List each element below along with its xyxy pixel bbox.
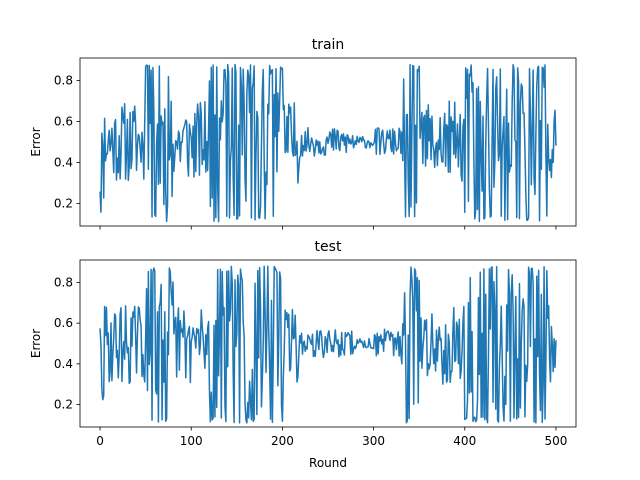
y-axis-label: Error: [29, 329, 43, 358]
axes-frame: [79, 259, 577, 428]
y-tick-label: 0.8: [54, 275, 73, 289]
y-tick-label: 0.6: [54, 316, 73, 330]
train-subplot: train 0.2 0.4 0.6 0.8 Error: [29, 37, 577, 230]
subplot-title: test: [315, 239, 342, 255]
y-tick-label: 0.8: [54, 74, 73, 88]
error-series-line: [99, 63, 557, 223]
x-tick-label: 300: [362, 434, 385, 448]
x-tick-label: 0: [96, 434, 104, 448]
x-tick-label: 500: [544, 434, 567, 448]
x-tick-label: 200: [271, 434, 294, 448]
subplot-title: train: [312, 37, 345, 53]
x-axis-label: Round: [309, 456, 347, 470]
test-subplot: test 0.2 0.4 0.6 0.8 0 100 200 300 400 500 Error Rou…: [29, 239, 577, 470]
y-tick-label: 0.4: [54, 357, 73, 371]
y-tick-label: 0.2: [54, 196, 73, 210]
y-tick-label: 0.2: [54, 398, 73, 412]
y-tick-label: 0.4: [54, 155, 73, 169]
axes-frame: [79, 57, 577, 227]
error-series-line: [99, 265, 557, 424]
x-tick-label: 100: [180, 434, 203, 448]
x-tick-label: 400: [453, 434, 476, 448]
y-tick-label: 0.6: [54, 115, 73, 129]
y-axis-label: Error: [29, 127, 43, 156]
